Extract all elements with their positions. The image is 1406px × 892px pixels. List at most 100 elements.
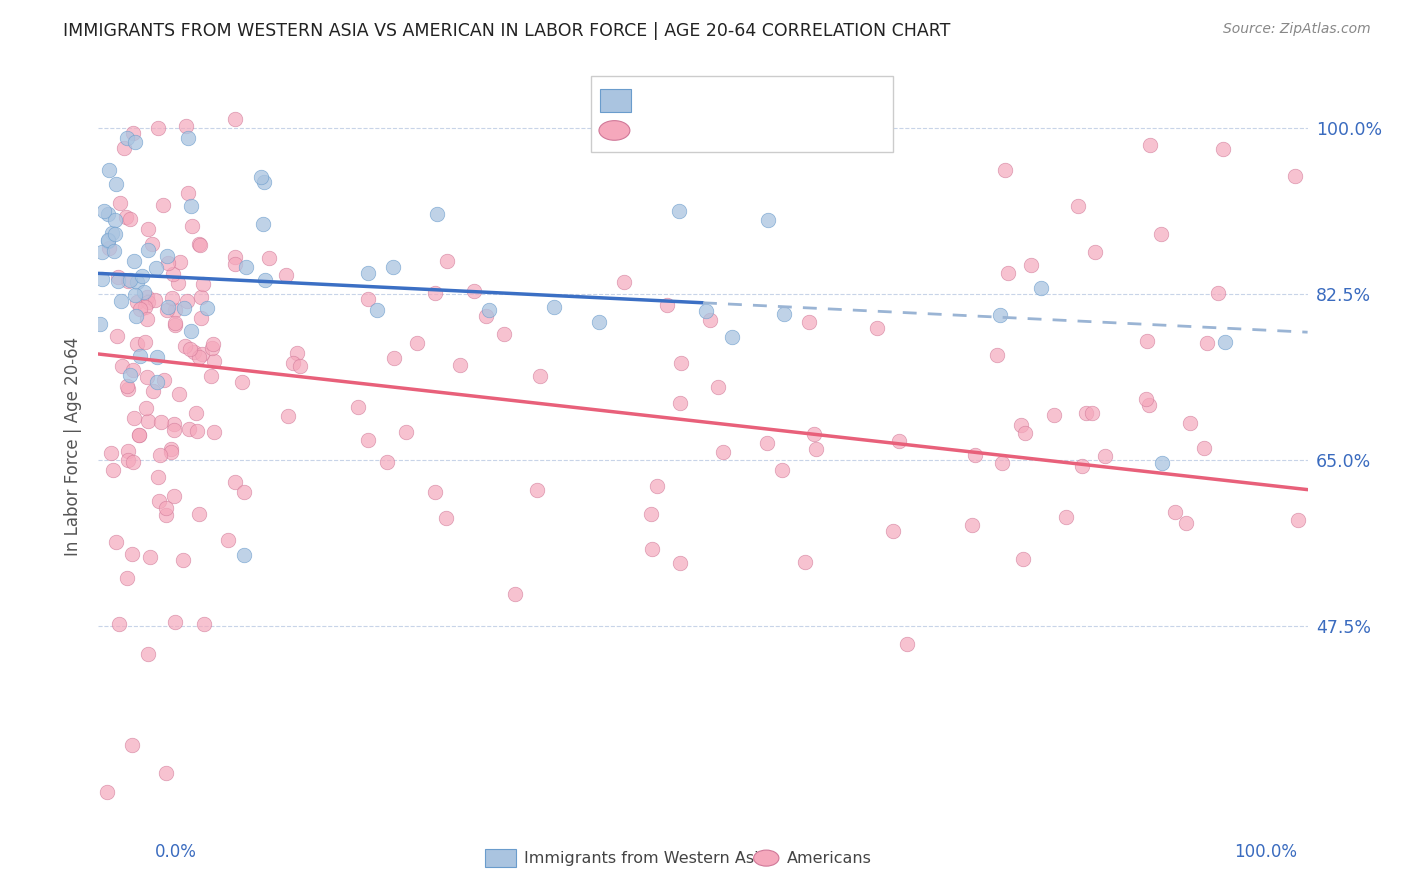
- Point: [1212, 142, 1234, 156]
- Point: [1213, 334, 1236, 349]
- Text: Immigrants from Western Asia: Immigrants from Western Asia: [524, 851, 769, 865]
- Point: [375, 455, 398, 469]
- Point: [253, 174, 276, 188]
- Point: [134, 285, 156, 300]
- Point: [115, 210, 138, 224]
- Point: [163, 423, 186, 437]
- Point: [770, 463, 793, 477]
- Point: [118, 368, 141, 382]
- Point: [436, 253, 458, 268]
- Point: [131, 269, 153, 284]
- Point: [1012, 552, 1035, 566]
- Point: [180, 199, 202, 213]
- Point: [1074, 406, 1097, 420]
- Point: [721, 330, 744, 344]
- Point: [669, 396, 692, 410]
- Point: [202, 354, 225, 368]
- Point: [136, 295, 159, 310]
- Point: [127, 295, 149, 310]
- Point: [1284, 169, 1306, 184]
- Point: [177, 186, 200, 200]
- Point: [122, 455, 145, 469]
- Point: [186, 424, 208, 438]
- Point: [224, 257, 246, 271]
- Point: [162, 291, 184, 305]
- Point: [177, 130, 200, 145]
- Point: [134, 301, 156, 315]
- Point: [543, 301, 565, 315]
- Point: [190, 310, 212, 325]
- Point: [141, 237, 163, 252]
- Point: [128, 428, 150, 442]
- Point: [121, 738, 143, 752]
- Point: [115, 571, 138, 585]
- Point: [169, 255, 191, 269]
- Point: [142, 384, 165, 398]
- Point: [107, 274, 129, 288]
- Point: [105, 535, 128, 549]
- Point: [115, 130, 138, 145]
- Point: [148, 494, 170, 508]
- Point: [224, 112, 246, 126]
- Point: [1135, 392, 1157, 406]
- Point: [134, 334, 156, 349]
- Point: [122, 254, 145, 268]
- Point: [160, 445, 183, 459]
- Point: [146, 121, 169, 136]
- Point: [100, 446, 122, 460]
- Point: [382, 351, 405, 366]
- Point: [117, 443, 139, 458]
- Text: N =: N =: [768, 121, 807, 139]
- Point: [997, 266, 1019, 280]
- Point: [202, 425, 225, 439]
- Point: [758, 212, 780, 227]
- Point: [529, 369, 551, 384]
- Point: [250, 170, 273, 185]
- Point: [887, 434, 910, 448]
- Point: [148, 470, 170, 484]
- Point: [167, 277, 190, 291]
- Point: [277, 409, 299, 424]
- Point: [105, 328, 128, 343]
- Point: [803, 426, 825, 441]
- Point: [799, 315, 821, 329]
- Point: [104, 177, 127, 191]
- Point: [187, 351, 209, 365]
- Point: [188, 237, 211, 252]
- Text: 0.0%: 0.0%: [155, 843, 197, 861]
- Point: [139, 550, 162, 565]
- Point: [706, 380, 728, 394]
- Point: [668, 203, 690, 218]
- Point: [97, 234, 120, 248]
- Point: [146, 375, 169, 389]
- Point: [188, 237, 211, 252]
- Point: [1164, 505, 1187, 519]
- Point: [804, 442, 827, 456]
- Text: 179: 179: [806, 121, 844, 139]
- Point: [156, 302, 179, 317]
- Point: [588, 315, 610, 329]
- Point: [356, 266, 378, 280]
- Point: [136, 222, 159, 236]
- Point: [669, 556, 692, 570]
- Point: [173, 301, 195, 315]
- Point: [960, 518, 983, 533]
- Point: [1043, 408, 1066, 422]
- Point: [174, 119, 197, 133]
- Point: [136, 312, 159, 326]
- Text: R =: R =: [651, 121, 690, 139]
- Point: [128, 428, 150, 442]
- Point: [1136, 334, 1159, 348]
- Point: [108, 195, 131, 210]
- Point: [111, 359, 134, 373]
- Point: [200, 368, 222, 383]
- Point: [253, 273, 276, 287]
- Point: [1070, 459, 1092, 474]
- Point: [217, 533, 239, 548]
- Point: [124, 288, 146, 302]
- Point: [195, 301, 218, 315]
- Point: [153, 372, 176, 386]
- Point: [145, 293, 167, 307]
- Point: [91, 244, 114, 259]
- Point: [669, 356, 692, 370]
